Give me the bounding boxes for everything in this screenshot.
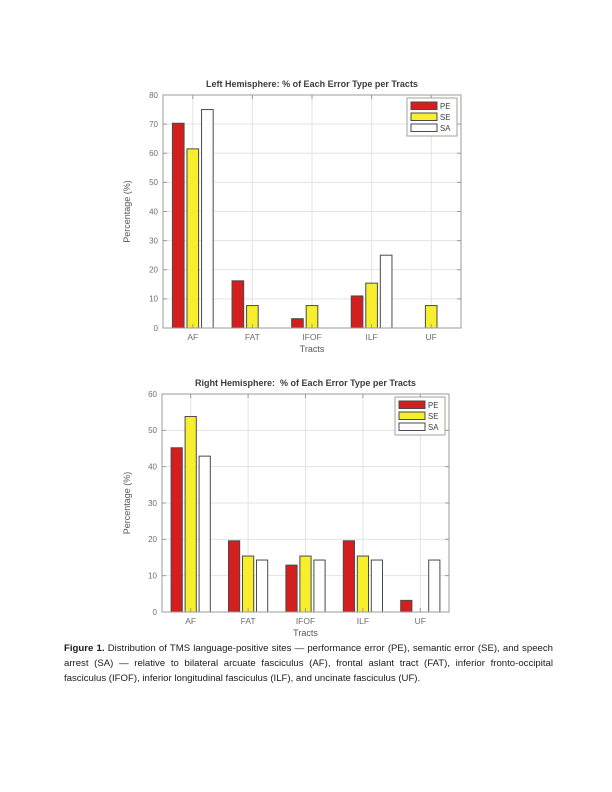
bar-IFOF-SA xyxy=(313,559,326,613)
category-label-IFOF: IFOF xyxy=(302,332,321,342)
category-label-ILF: ILF xyxy=(357,616,369,626)
bar-FAT-PE xyxy=(227,540,241,613)
category-label-UF: UF xyxy=(415,616,426,626)
bar-ILF-PE xyxy=(350,295,364,329)
y-axis-label: Percentage (%) xyxy=(122,472,132,535)
y-tick-label: 10 xyxy=(149,295,158,304)
legend: PE SE SA xyxy=(394,396,446,436)
legend-swatch-SA xyxy=(398,422,426,431)
x-axis-label: Tracts xyxy=(293,628,318,638)
bar-UF-SA xyxy=(428,559,441,613)
legend-label-PE: PE xyxy=(440,102,450,111)
bar-AF-SA xyxy=(201,109,214,329)
bar-ILF-SA xyxy=(370,559,383,613)
right-hemisphere-chart: 0 10 20 30 40 50 60 AF FAT IFOF ILF UF Right Hemisph… xyxy=(122,378,450,638)
bar-FAT-SA xyxy=(256,559,269,613)
y-tick-label: 30 xyxy=(149,236,158,245)
y-tick-label: 80 xyxy=(149,91,158,100)
y-axis-label: Percentage (%) xyxy=(122,180,132,243)
legend-label-SA: SA xyxy=(428,423,439,432)
legend: PE SE SA xyxy=(406,97,458,137)
category-label-IFOF: IFOF xyxy=(296,616,315,626)
x-axis-label: Tracts xyxy=(300,344,325,354)
left-hemisphere-chart: 0 10 20 30 40 50 60 70 80 AF FAT IFOF ILF UF Left Hemi… xyxy=(122,79,462,354)
figure-caption-text: Distribution of TMS language-positive si… xyxy=(64,643,553,685)
y-tick-label: 20 xyxy=(149,266,158,275)
legend-swatch-SE xyxy=(410,112,438,121)
bar-IFOF-PE xyxy=(291,318,304,329)
figure-caption-label: Figure 1. xyxy=(64,643,105,654)
category-label-AF: AF xyxy=(185,616,196,626)
category-label-UF: UF xyxy=(426,332,437,342)
y-tick-label: 40 xyxy=(148,462,157,471)
bar-IFOF-SE xyxy=(299,555,312,613)
legend-label-SA: SA xyxy=(440,124,451,133)
bar-AF-SE xyxy=(186,148,200,329)
y-tick-label: 50 xyxy=(149,178,158,187)
legend-swatch-SA xyxy=(410,123,438,132)
bar-FAT-SE xyxy=(242,555,255,613)
y-tick-label: 40 xyxy=(149,207,158,216)
y-tick-label: 0 xyxy=(154,324,159,333)
figure-caption: Figure 1. Distribution of TMS language-p… xyxy=(64,641,553,687)
category-label-FAT: FAT xyxy=(245,332,260,342)
category-label-AF: AF xyxy=(187,332,198,342)
axis-ticks xyxy=(163,94,461,329)
chart-title: Right Hemisphere: % of Each Error Type p… xyxy=(195,378,416,388)
bar-ILF-SE xyxy=(356,555,370,613)
y-tick-label: 20 xyxy=(148,535,157,544)
bar-UF-PE xyxy=(400,599,413,613)
bar-IFOF-PE xyxy=(285,564,298,613)
bars xyxy=(170,416,441,613)
category-label-FAT: FAT xyxy=(241,616,256,626)
y-tick-label: 30 xyxy=(148,499,157,508)
axis-ticks xyxy=(162,393,449,613)
y-tick-label: 0 xyxy=(153,608,158,617)
bar-ILF-SE xyxy=(365,282,378,329)
legend-swatch-PE xyxy=(410,101,438,110)
y-tick-label: 60 xyxy=(149,149,158,158)
legend-swatch-PE xyxy=(398,400,426,409)
bar-ILF-SA xyxy=(379,254,393,329)
y-tick-label: 70 xyxy=(149,120,158,129)
bar-AF-PE xyxy=(170,447,183,613)
y-tick-label: 60 xyxy=(148,390,157,399)
bar-ILF-PE xyxy=(342,540,355,613)
bar-AF-PE xyxy=(171,122,185,329)
legend-label-SE: SE xyxy=(428,412,438,421)
bars xyxy=(171,109,438,329)
legend-label-SE: SE xyxy=(440,113,450,122)
bar-FAT-PE xyxy=(231,280,245,329)
y-tick-label: 50 xyxy=(148,426,157,435)
legend-swatch-SE xyxy=(398,411,426,420)
bar-AF-SE xyxy=(184,416,197,613)
y-tick-label: 10 xyxy=(148,571,157,580)
category-label-ILF: ILF xyxy=(365,332,377,342)
chart-title: Left Hemisphere: % of Each Error Type pe… xyxy=(206,79,418,89)
bar-AF-SA xyxy=(198,455,211,613)
legend-label-PE: PE xyxy=(428,401,438,410)
